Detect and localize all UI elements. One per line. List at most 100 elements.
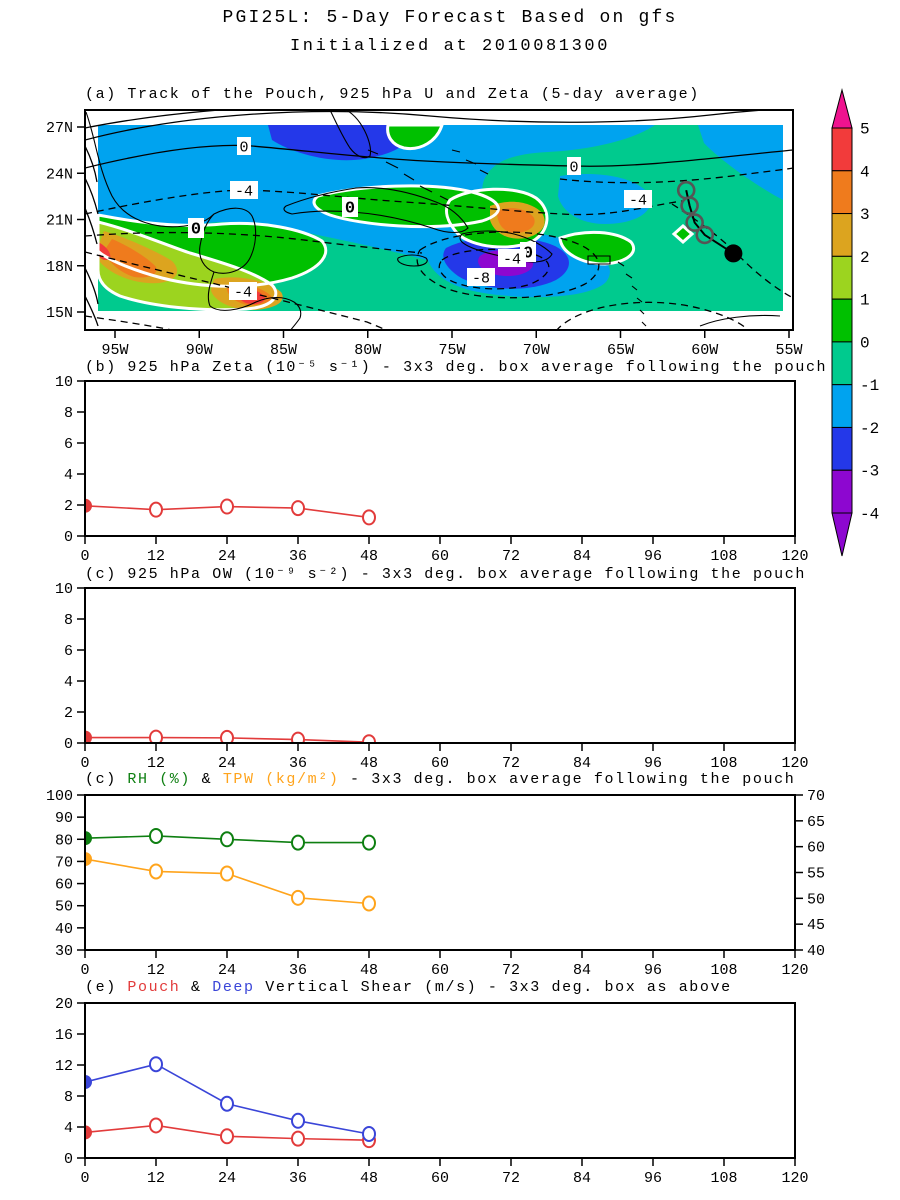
svg-text:40: 40 [807, 943, 825, 960]
svg-text:-4: -4 [860, 506, 879, 524]
svg-text:55W: 55W [775, 342, 802, 359]
svg-text:8: 8 [64, 612, 73, 629]
svg-text:0: 0 [569, 160, 578, 177]
svg-text:96: 96 [644, 1170, 662, 1187]
svg-text:48: 48 [360, 1170, 378, 1187]
page-subtitle: Initialized at 2010081300 [289, 37, 611, 56]
svg-text:45: 45 [807, 917, 825, 934]
svg-text:60: 60 [431, 755, 449, 772]
title-segment: Pouch [127, 979, 181, 996]
svg-text:108: 108 [710, 962, 737, 979]
svg-text:12: 12 [147, 755, 165, 772]
svg-text:21N: 21N [46, 213, 73, 230]
svg-text:60W: 60W [691, 342, 718, 359]
title-segment: TPW (kg/m²) [222, 771, 340, 788]
svg-text:3: 3 [860, 206, 870, 224]
svg-text:48: 48 [360, 755, 378, 772]
svg-text:120: 120 [781, 962, 808, 979]
svg-text:36: 36 [289, 548, 307, 565]
svg-text:80W: 80W [354, 342, 381, 359]
panel-b-title: (b) 925 hPa Zeta (10⁻⁵ s⁻¹) - 3x3 deg. b… [85, 359, 828, 376]
svg-text:72: 72 [502, 962, 520, 979]
svg-text:0: 0 [191, 221, 201, 240]
svg-text:12: 12 [147, 962, 165, 979]
svg-text:0: 0 [860, 334, 870, 352]
svg-text:50: 50 [807, 891, 825, 908]
svg-text:2: 2 [860, 249, 870, 267]
svg-text:90W: 90W [186, 342, 213, 359]
svg-text:60: 60 [431, 548, 449, 565]
svg-text:1: 1 [860, 292, 870, 310]
svg-text:36: 36 [289, 1170, 307, 1187]
svg-text:12: 12 [147, 1170, 165, 1187]
map-axes: 27N 24N 21N 18N 15N 95W 90W 85W 80W 75W 70W 65W 60W 5… [46, 120, 803, 359]
svg-text:4: 4 [860, 163, 870, 181]
svg-text:15N: 15N [46, 305, 73, 322]
svg-text:20: 20 [55, 996, 73, 1013]
panel-d-title: (c) RH (%) & TPW (kg/m²) - 3x3 deg. box … [85, 771, 795, 788]
svg-text:-4: -4 [629, 193, 647, 210]
svg-text:4: 4 [64, 1120, 73, 1137]
svg-text:12: 12 [147, 548, 165, 565]
svg-text:55: 55 [807, 866, 825, 883]
svg-text:24: 24 [218, 548, 236, 565]
svg-text:0: 0 [80, 962, 89, 979]
title-segment: (c) [85, 771, 128, 788]
pouch-track [676, 180, 743, 263]
svg-text:36: 36 [289, 755, 307, 772]
svg-text:100: 100 [46, 788, 73, 805]
svg-text:60: 60 [431, 962, 449, 979]
coastlines [85, 110, 781, 330]
svg-text:4: 4 [64, 467, 73, 484]
title-segment: RH (%) [127, 771, 192, 788]
svg-text:0: 0 [80, 1170, 89, 1187]
svg-text:0: 0 [64, 529, 73, 546]
svg-text:-4: -4 [234, 285, 252, 302]
svg-text:75W: 75W [438, 342, 465, 359]
svg-text:-4: -4 [235, 184, 253, 201]
svg-text:6: 6 [64, 643, 73, 660]
panel-c-title: (c) 925 hPa OW (10⁻⁹ s⁻²) - 3x3 deg. box… [85, 566, 806, 583]
svg-text:36: 36 [289, 962, 307, 979]
svg-text:-4: -4 [503, 252, 521, 269]
svg-text:27N: 27N [46, 120, 73, 137]
svg-text:96: 96 [644, 962, 662, 979]
svg-text:24: 24 [218, 1170, 236, 1187]
svg-text:0: 0 [80, 755, 89, 772]
svg-text:65W: 65W [607, 342, 634, 359]
svg-text:96: 96 [644, 548, 662, 565]
series-deep-vertical-shear [85, 1056, 376, 1142]
svg-text:10: 10 [55, 374, 73, 391]
svg-text:84: 84 [573, 548, 591, 565]
svg-text:4: 4 [64, 674, 73, 691]
svg-text:108: 108 [710, 548, 737, 565]
svg-text:70W: 70W [523, 342, 550, 359]
svg-text:50: 50 [55, 899, 73, 916]
svg-text:72: 72 [502, 755, 520, 772]
svg-text:6: 6 [64, 436, 73, 453]
series-925-hpa-zeta [85, 498, 376, 526]
title-segment: & [191, 771, 223, 788]
svg-text:85W: 85W [270, 342, 297, 359]
svg-text:24: 24 [218, 755, 236, 772]
svg-text:72: 72 [502, 548, 520, 565]
series-tpw-kg-m- [85, 852, 376, 912]
svg-text:8: 8 [64, 1089, 73, 1106]
svg-text:-1: -1 [860, 377, 879, 395]
svg-text:2: 2 [64, 705, 73, 722]
svg-text:90: 90 [55, 810, 73, 827]
timeseries-panel-d: 30 40 50 60 70 80 90 100 40 45 50 55 60 65 70 0 12 24 36 48… [46, 788, 825, 979]
svg-text:120: 120 [781, 1170, 808, 1187]
svg-text:0: 0 [64, 736, 73, 753]
svg-text:24: 24 [218, 962, 236, 979]
svg-text:30: 30 [55, 943, 73, 960]
svg-text:120: 120 [781, 755, 808, 772]
svg-text:60: 60 [55, 877, 73, 894]
svg-text:40: 40 [55, 921, 73, 938]
title-segment: & [180, 979, 213, 996]
